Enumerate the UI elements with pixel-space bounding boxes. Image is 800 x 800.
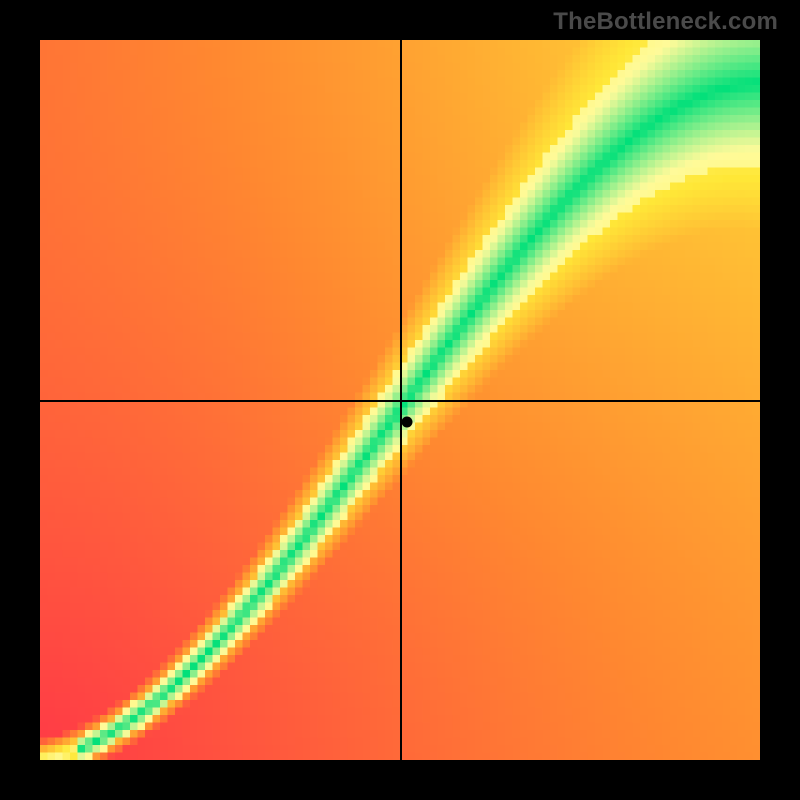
watermark-text: TheBottleneck.com bbox=[553, 8, 778, 36]
crosshair-vertical bbox=[400, 40, 402, 760]
heatmap-plot bbox=[40, 40, 760, 760]
data-point-marker bbox=[402, 416, 413, 427]
